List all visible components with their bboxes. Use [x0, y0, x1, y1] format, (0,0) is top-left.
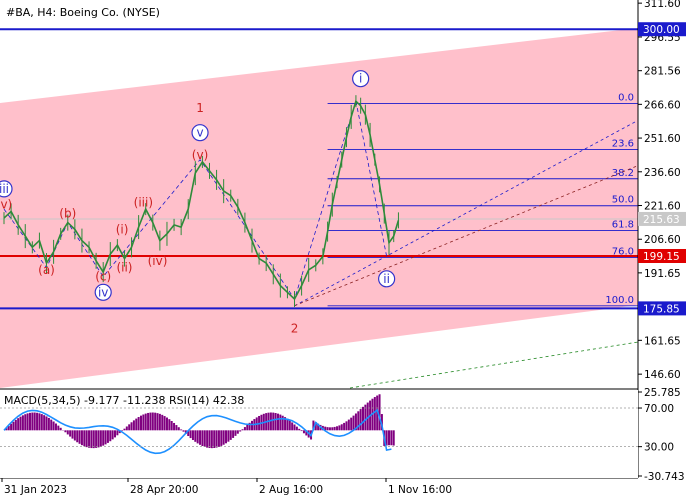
wave-path: [3, 101, 388, 300]
fib-level-label: 23.6: [612, 139, 634, 150]
price-label-current: 215.63: [643, 214, 680, 226]
y-tick-label: 191.65: [644, 268, 681, 280]
wave-label: iv: [98, 285, 108, 299]
fib-level-label: 50.0: [612, 195, 634, 206]
wave-label: (iv): [148, 254, 168, 268]
x-tick-label: 1 Nov 16:00: [388, 484, 452, 496]
indicator-axis-ticks: 25.785 70.00 30.00 -30.743: [638, 387, 685, 483]
fib-fan-line: [294, 121, 637, 307]
wave-labels: iii(v)(b)(a)(i)(iii)(ii)(iv)(c)iv1v(v)2i…: [0, 70, 396, 335]
price-label-box: [638, 301, 686, 316]
wave-label: (v): [0, 198, 12, 212]
price-label-box: [638, 211, 686, 226]
lower-trendline: [349, 341, 639, 389]
y-tick-label: 281.56: [644, 66, 681, 78]
price-series: [3, 95, 400, 308]
time-axis-ticks: 31 Jan 2023 28 Apr 20:00 2 Aug 16:00 1 Nov …: [1, 478, 452, 496]
y-tick-label: 311.60: [644, 0, 681, 10]
fibonacci-levels: 0.0 23.6 38.2 50.0 61.8 76.0 100.0: [294, 92, 638, 307]
wave-label: (i): [116, 222, 129, 236]
wave-label: v: [196, 126, 203, 140]
price-label-box: [638, 22, 686, 37]
price-labels: 300.00 215.63 199.15 175.85: [638, 22, 686, 316]
fib-fan-line: [294, 166, 637, 307]
wave-label: (b): [59, 207, 76, 221]
price-label-level_300: 300.00: [643, 24, 680, 36]
price-label-box: [638, 248, 686, 263]
price-label-support: 199.15: [643, 251, 680, 263]
y-tick-label: 266.60: [644, 99, 681, 111]
wave-label: ii: [383, 272, 390, 286]
x-tick-label: 28 Apr 20:00: [130, 484, 198, 496]
x-tick-label: 31 Jan 2023: [4, 484, 67, 496]
indicator-label: MACD(5,34,5) -9.177 -11.238 RSI(14) 42.3…: [4, 394, 244, 407]
y-tick-label: 251.60: [644, 133, 681, 145]
wave-label: 2: [291, 321, 299, 335]
y-tick-label: 221.60: [644, 201, 681, 213]
wave-lines: [3, 101, 388, 300]
wave-label-circle: [94, 283, 112, 301]
fib-level-label: 0.0: [618, 92, 634, 103]
fib-level-label: 100.0: [605, 295, 634, 306]
wave-label: i: [359, 72, 362, 86]
wave-label: iii: [0, 182, 9, 196]
chart-title: #BA, H4: Boeing Co. (NYSE): [6, 6, 160, 19]
wave-label: (iii): [134, 195, 153, 209]
price-line: [3, 99, 400, 301]
indicator-series: [0, 394, 638, 455]
indicator-y-tick-label: 25.785: [644, 387, 681, 399]
price-label-low: 175.85: [643, 303, 680, 315]
price-channel: [0, 28, 639, 389]
wave-label-circle: [0, 180, 13, 198]
indicator-y-tick-label: 30.00: [644, 442, 674, 454]
indicator-y-tick-label: 70.00: [644, 403, 674, 415]
fib-level-label: 38.2: [612, 168, 634, 179]
y-tick-label: 206.60: [644, 234, 681, 246]
x-tick-label: 2 Aug 16:00: [259, 484, 323, 496]
rsi-line: [3, 408, 392, 455]
indicator-y-tick-label: -30.743: [644, 471, 685, 483]
fib-level-label: 76.0: [612, 246, 634, 257]
wave-label: (c): [95, 270, 111, 284]
price-axis-ticks: 311.60296.55281.56266.60251.60236.60221.…: [638, 0, 681, 381]
wave-label-circle: [378, 270, 396, 288]
wave-label: (a): [38, 263, 55, 277]
y-tick-label: 236.60: [644, 167, 681, 179]
channel-band: [0, 28, 638, 388]
fib-level-label: 61.8: [612, 219, 634, 230]
wave-label-circle: [352, 70, 370, 88]
wave-label: (v): [192, 148, 208, 162]
y-tick-label: 161.65: [644, 335, 681, 347]
y-tick-label: 146.60: [644, 369, 681, 381]
wave-label-circle: [191, 124, 209, 142]
horizontal-levels: [0, 28, 638, 310]
wave-label: (ii): [116, 261, 132, 275]
wave-label: 1: [196, 101, 204, 115]
